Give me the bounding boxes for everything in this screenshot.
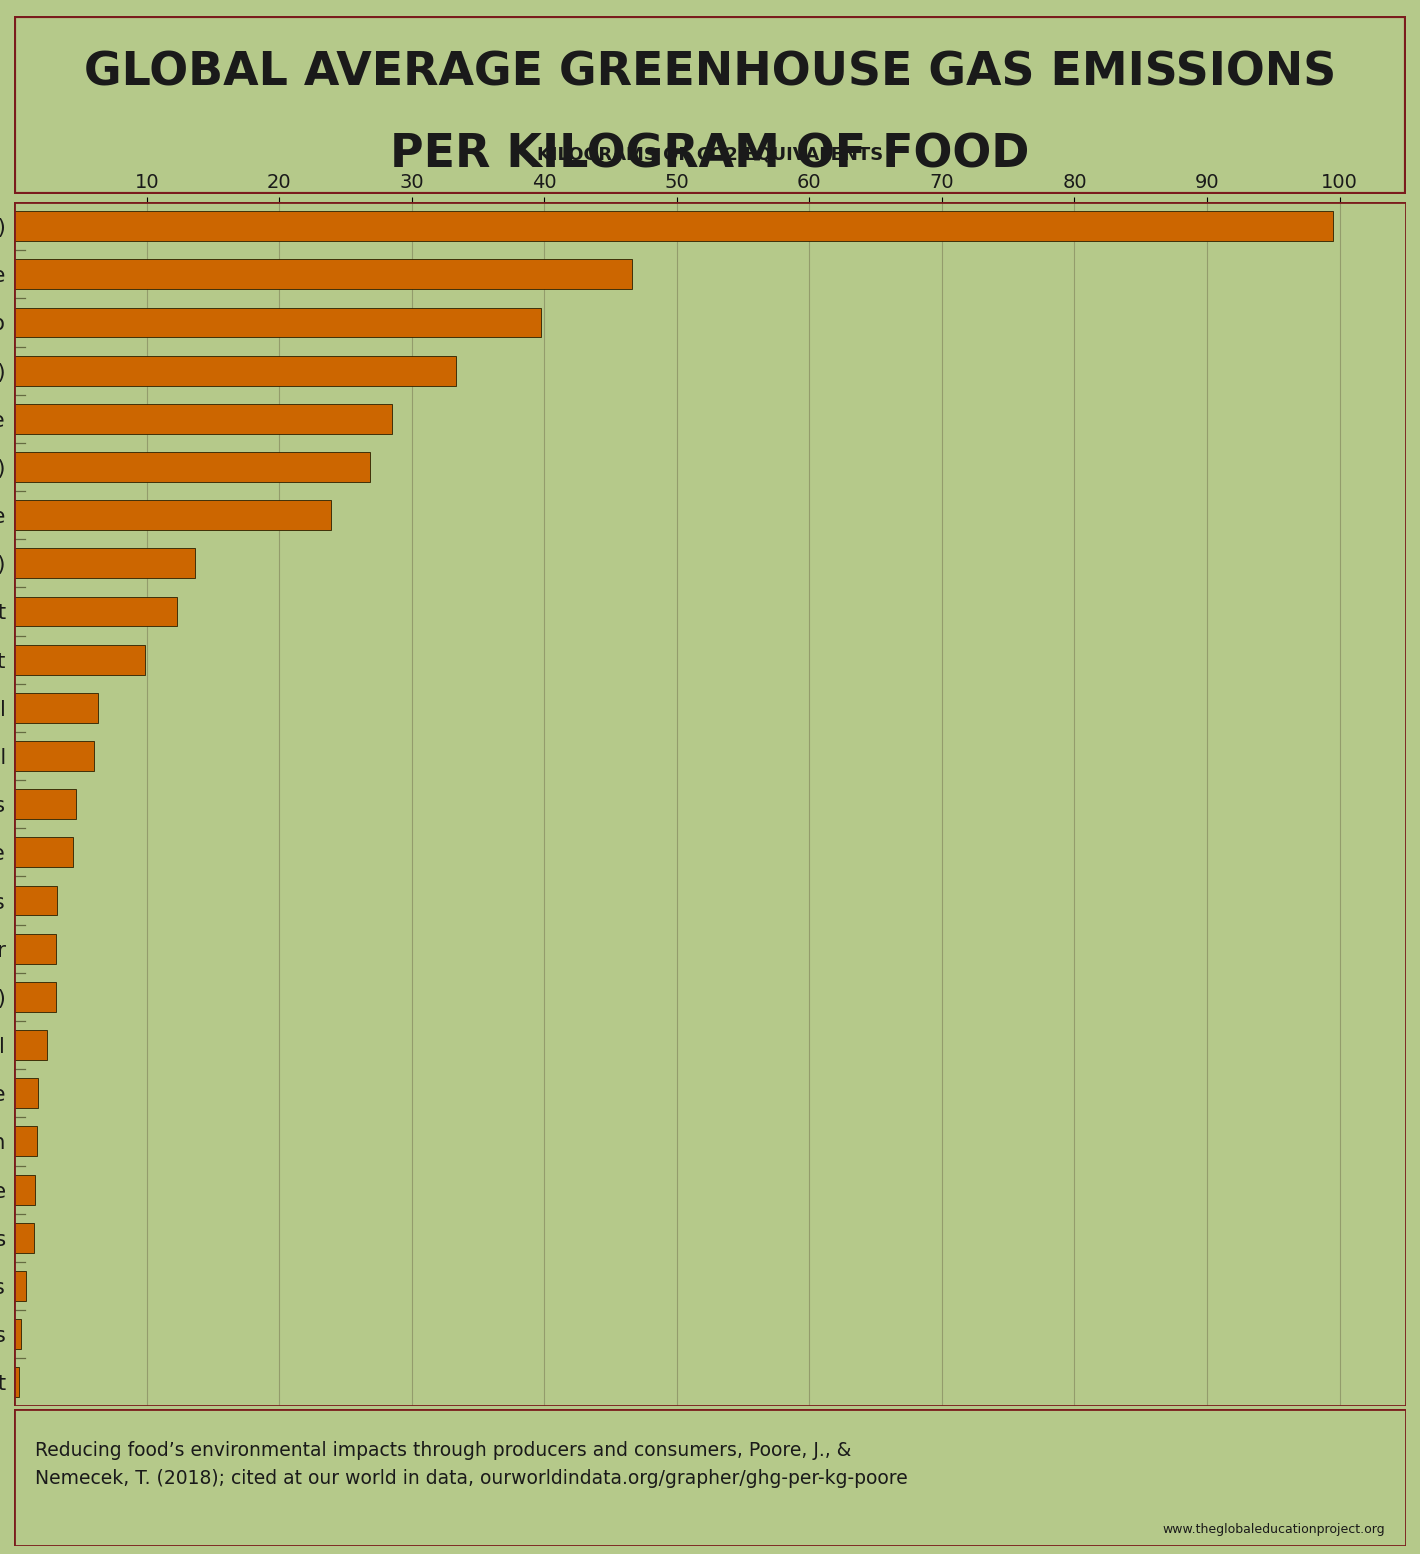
Bar bbox=[14, 741, 94, 771]
Bar bbox=[14, 982, 55, 1012]
Text: Reducing food’s environmental impacts through producers and consumers, Poore, J.: Reducing food’s environmental impacts th… bbox=[36, 1441, 907, 1487]
Bar bbox=[14, 452, 371, 482]
Bar bbox=[14, 1175, 36, 1204]
Bar bbox=[14, 1127, 37, 1156]
Bar bbox=[14, 597, 178, 626]
Bar bbox=[14, 886, 57, 915]
Bar bbox=[14, 1030, 47, 1060]
Text: GLOBAL AVERAGE GREENHOUSE GAS EMISSIONS: GLOBAL AVERAGE GREENHOUSE GAS EMISSIONS bbox=[84, 50, 1336, 95]
Bar bbox=[14, 260, 632, 289]
Bar bbox=[14, 838, 74, 867]
Text: PER KILOGRAM OF FOOD: PER KILOGRAM OF FOOD bbox=[391, 132, 1030, 177]
Text: www.theglobaleducationproject.org: www.theglobaleducationproject.org bbox=[1163, 1523, 1384, 1537]
X-axis label: KILOGRAMS OF CO2 EQUIVALENTS: KILOGRAMS OF CO2 EQUIVALENTS bbox=[537, 146, 883, 163]
Bar bbox=[14, 549, 195, 578]
Bar bbox=[14, 1271, 26, 1301]
Bar bbox=[14, 500, 331, 530]
Bar bbox=[14, 308, 541, 337]
Bar bbox=[14, 404, 392, 434]
Bar bbox=[14, 1223, 34, 1253]
Bar bbox=[14, 356, 456, 385]
Bar bbox=[14, 693, 98, 723]
Bar bbox=[14, 645, 145, 674]
Bar bbox=[14, 1078, 38, 1108]
Bar bbox=[14, 789, 77, 819]
Bar bbox=[14, 211, 1332, 241]
Bar bbox=[14, 1368, 20, 1397]
Bar bbox=[14, 1319, 21, 1349]
Bar bbox=[14, 934, 57, 963]
